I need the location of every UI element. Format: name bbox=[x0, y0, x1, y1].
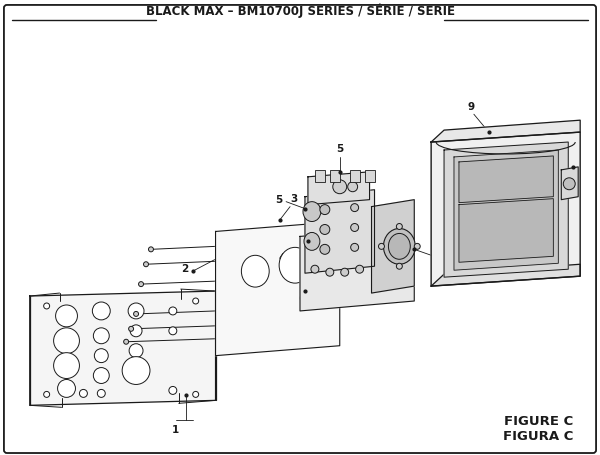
Polygon shape bbox=[215, 222, 340, 356]
Circle shape bbox=[326, 268, 334, 276]
Ellipse shape bbox=[303, 202, 321, 222]
Circle shape bbox=[44, 391, 50, 397]
Circle shape bbox=[169, 307, 177, 315]
FancyBboxPatch shape bbox=[330, 170, 340, 182]
Circle shape bbox=[169, 327, 177, 335]
Polygon shape bbox=[561, 167, 578, 200]
Circle shape bbox=[341, 268, 349, 276]
Circle shape bbox=[128, 303, 144, 319]
Circle shape bbox=[56, 305, 77, 327]
Circle shape bbox=[414, 243, 420, 249]
Text: 9: 9 bbox=[467, 102, 475, 112]
Ellipse shape bbox=[383, 228, 415, 264]
Polygon shape bbox=[431, 264, 580, 286]
Circle shape bbox=[139, 282, 143, 287]
Circle shape bbox=[94, 328, 109, 344]
Polygon shape bbox=[431, 120, 580, 142]
Circle shape bbox=[350, 204, 359, 212]
Circle shape bbox=[129, 344, 143, 358]
Text: 7: 7 bbox=[437, 251, 445, 261]
Polygon shape bbox=[300, 227, 414, 311]
Circle shape bbox=[320, 224, 330, 234]
Circle shape bbox=[94, 349, 108, 363]
Circle shape bbox=[397, 223, 403, 229]
Ellipse shape bbox=[241, 255, 269, 287]
Polygon shape bbox=[305, 190, 374, 273]
Polygon shape bbox=[371, 200, 414, 293]
FancyBboxPatch shape bbox=[365, 170, 374, 182]
Circle shape bbox=[134, 311, 139, 316]
Polygon shape bbox=[454, 150, 559, 270]
Circle shape bbox=[53, 353, 79, 379]
Circle shape bbox=[130, 325, 142, 337]
Circle shape bbox=[320, 205, 330, 215]
Circle shape bbox=[320, 244, 330, 254]
Circle shape bbox=[397, 263, 403, 269]
Circle shape bbox=[563, 178, 575, 190]
Polygon shape bbox=[459, 199, 553, 262]
Text: 3: 3 bbox=[290, 194, 298, 204]
Circle shape bbox=[333, 180, 347, 194]
Ellipse shape bbox=[319, 244, 341, 270]
Circle shape bbox=[311, 265, 319, 273]
Polygon shape bbox=[30, 291, 215, 405]
Polygon shape bbox=[444, 142, 568, 277]
Text: 6: 6 bbox=[298, 294, 305, 304]
Circle shape bbox=[58, 379, 76, 397]
Circle shape bbox=[193, 298, 199, 304]
Text: 5: 5 bbox=[336, 144, 343, 154]
Circle shape bbox=[79, 389, 88, 397]
Circle shape bbox=[148, 247, 154, 252]
Circle shape bbox=[94, 368, 109, 384]
Text: 8: 8 bbox=[557, 137, 564, 147]
Circle shape bbox=[53, 328, 79, 354]
Circle shape bbox=[97, 389, 105, 397]
Ellipse shape bbox=[304, 233, 320, 250]
Text: 4: 4 bbox=[279, 253, 286, 263]
Text: 2: 2 bbox=[181, 264, 189, 274]
Text: FIGURA C: FIGURA C bbox=[503, 430, 573, 443]
Text: 5: 5 bbox=[275, 195, 282, 205]
Text: BLACK MAX – BM10700J SERIES / SÉRIE / SERIE: BLACK MAX – BM10700J SERIES / SÉRIE / SE… bbox=[146, 3, 455, 18]
Circle shape bbox=[379, 243, 385, 249]
Circle shape bbox=[350, 243, 359, 251]
Circle shape bbox=[128, 326, 134, 331]
Circle shape bbox=[44, 303, 50, 309]
Circle shape bbox=[122, 357, 150, 384]
Circle shape bbox=[169, 386, 177, 394]
Ellipse shape bbox=[388, 233, 410, 259]
FancyBboxPatch shape bbox=[350, 170, 359, 182]
Polygon shape bbox=[431, 132, 580, 286]
Ellipse shape bbox=[279, 248, 311, 283]
Circle shape bbox=[92, 302, 110, 320]
Circle shape bbox=[193, 391, 199, 397]
Text: FIGURE C: FIGURE C bbox=[504, 415, 573, 428]
Circle shape bbox=[347, 182, 358, 192]
Text: 1: 1 bbox=[172, 425, 179, 435]
Circle shape bbox=[356, 265, 364, 273]
Circle shape bbox=[143, 262, 148, 267]
Circle shape bbox=[350, 223, 359, 232]
Circle shape bbox=[124, 339, 128, 344]
FancyBboxPatch shape bbox=[315, 170, 325, 182]
Polygon shape bbox=[459, 156, 553, 202]
Polygon shape bbox=[308, 172, 370, 205]
